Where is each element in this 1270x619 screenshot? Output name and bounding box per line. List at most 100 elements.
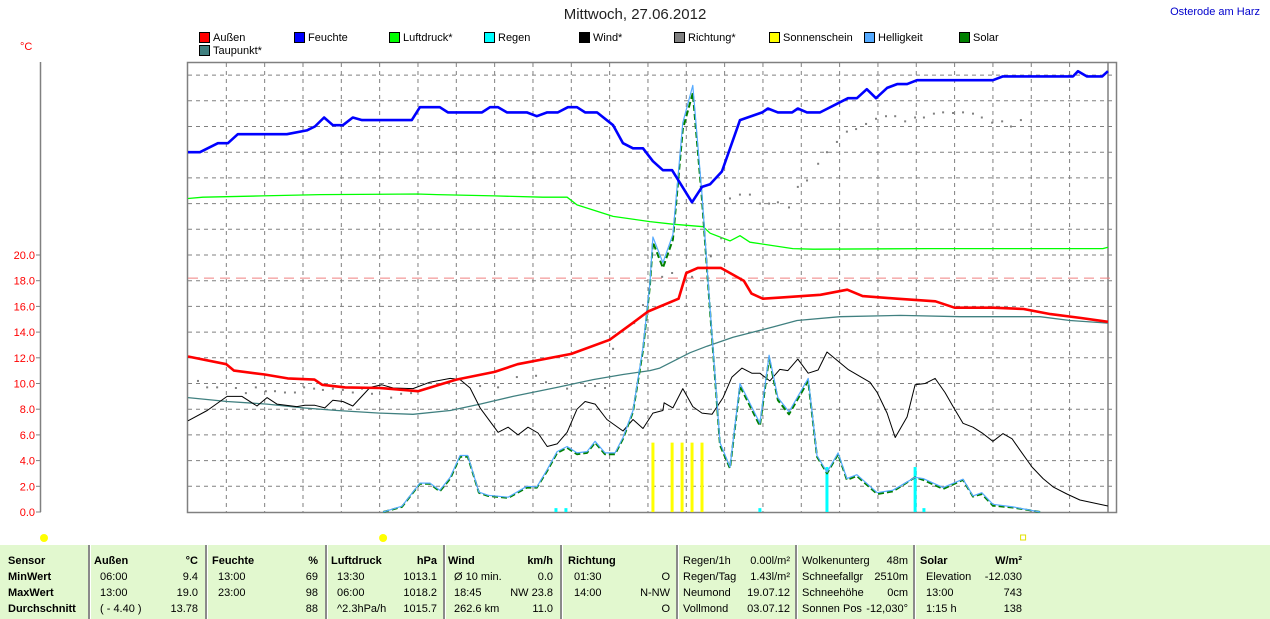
column-divider [325,545,328,619]
direction-dot [321,388,324,391]
direction-dot [661,275,664,278]
regen-mond-label: Vollmond [683,603,729,615]
legend-item-wind: Wind* [579,31,623,45]
direction-dot [341,388,344,391]
feuchte-label: Feuchte [212,555,255,567]
solar-value: W/m² [995,555,1022,567]
wind-value: NW 23.8 [510,587,553,599]
weather-chart: °C 0.0 2.0 4.0 6.0 8.0 10.0 12.0 14.0 16.0 18.0 20.… [14,41,1118,542]
direction-dot [788,206,791,209]
direction-dot [728,197,731,200]
direction-dot [400,392,403,395]
feuchte-label: 13:00 [218,571,246,583]
y-tick-label: 10.0 [14,379,35,391]
sensor-label: Durchschnitt [8,603,76,615]
legend-item-luftdruck: Luftdruck* [389,31,453,45]
direction-dot [796,185,799,188]
regen-mond-label: Neumond [683,587,731,599]
wind-label: 18:45 [454,587,482,599]
direction-dot [776,201,779,204]
y-tick-label: 6.0 [20,430,35,442]
legend-label: Solar [973,32,999,44]
luftdruck-label: ^2.3hPa/h [337,603,387,615]
legend-item-richtung: Richtung* [674,31,736,45]
direction-dot [875,117,878,120]
aussen-value: 13.78 [170,603,198,615]
direction-dot [370,392,373,395]
aussen-value: °C [185,555,198,567]
direction-dot [604,386,607,389]
legend-swatch [389,31,400,43]
column-divider [795,545,798,619]
legend-swatch [294,31,305,43]
feuchte-value: 88 [305,603,318,615]
legend-item-helligkeit: Helligkeit [864,31,923,45]
direction-dot [825,151,828,154]
wolken-schnee-value: -12,030° [866,603,908,615]
sensor-value [8,585,88,601]
direction-dot [855,128,858,131]
legend-label: Regen [498,32,531,44]
legend-item-solar: Solar [959,31,999,45]
y-axis-unit: °C [20,41,32,53]
luftdruck-value: 1013.1 [403,571,437,583]
series-luftdruck [187,193,1109,250]
regen-mond-label: Regen/Tag [683,571,737,583]
sensor-value [8,601,88,617]
plot-frame [186,61,1118,514]
series-taupunkt [187,314,1108,415]
regen-mond-value: 1.43l/m² [750,571,790,583]
wolken-schnee-label: Sonnen Pos [802,603,862,615]
wind-label: 262.6 km [454,603,500,615]
wolken-schnee-value: 0cm [887,587,908,599]
legend-item-feuchte: Feuchte [294,31,348,45]
chart-title: Mittwoch, 27.06.2012 [563,6,707,23]
legend-label: Feuchte [308,32,348,44]
wolken-schnee-value: 2510m [874,571,908,583]
legend-label: Wind* [593,32,623,44]
luftdruck-value: hPa [416,555,437,567]
direction-dot [884,115,887,118]
legend-label: Außen [213,32,246,44]
solar-value: 743 [1003,587,1022,599]
legend-item-aussen: Außen [199,31,246,45]
solar-label: Solar [920,555,948,567]
legend-label: Helligkeit [878,32,923,44]
direction-dot [1009,125,1012,128]
richtung-value: O [661,571,670,583]
aussen-label: ( - 4.40 ) [100,603,142,615]
wind-value: 11.0 [532,603,553,615]
direction-dot [293,391,296,394]
richtung-label: 14:00 [574,587,602,599]
aussen-label: 06:00 [100,571,128,583]
wind-label: Ø 10 min. [454,571,502,583]
sensor-value [8,553,88,569]
sensor-label: MinWert [8,571,52,583]
y-tick-label: 16.0 [14,301,35,313]
legend-swatch [484,31,495,43]
y-tick-label: 2.0 [20,481,35,493]
solar-label: 1:15 h [926,603,957,615]
sensor-label: Sensor [8,555,46,567]
column-divider [560,545,563,619]
sensor-label: MaxWert [8,587,54,599]
direction-dot [835,140,838,143]
direction-dot [894,115,897,118]
direction-dot [234,386,237,389]
regen-mond-value: 0.00l/m² [750,555,790,567]
legend-swatch [959,31,970,43]
direction-dot [971,112,974,115]
y-tick-label: 0.0 [20,507,35,519]
direction-dot [206,386,209,389]
y-tick-label: 18.0 [14,276,35,288]
aussen-label: Außen [94,555,129,567]
richtung-label: 01:30 [574,571,602,583]
direction-dot [709,255,712,258]
legend-label: Richtung* [688,32,736,44]
aussen-value: 9.4 [182,571,198,583]
luftdruck-label: Luftdruck [331,555,382,567]
location-link[interactable]: Osterode am Harz [1170,6,1260,18]
column-divider [88,545,91,619]
regen-mond-label: Regen/1h [683,555,731,567]
direction-dot [244,392,247,395]
